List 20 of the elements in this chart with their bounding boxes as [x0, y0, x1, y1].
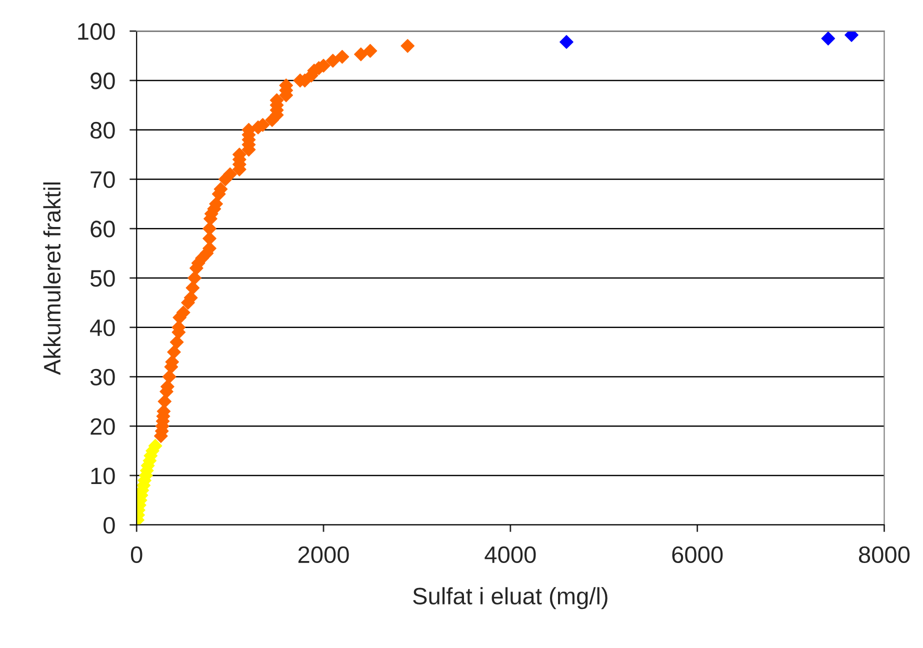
y-tick-label: 70 — [90, 171, 115, 188]
y-tick-label: 50 — [90, 270, 115, 287]
x-tick-label: 8000 — [859, 546, 910, 564]
y-tick-label: 100 — [78, 23, 115, 40]
y-tick-label: 40 — [90, 319, 115, 336]
x-tick-label: 6000 — [672, 546, 723, 564]
y-tick-label: 90 — [90, 72, 115, 90]
y-tick-label: 30 — [90, 368, 115, 386]
x-tick-label: 4000 — [484, 546, 536, 564]
y-tick-label: 80 — [90, 122, 115, 139]
y-tick-label: 10 — [91, 468, 115, 484]
y-axis-title: Akkumuleret fraktil — [43, 182, 61, 376]
point — [560, 35, 574, 49]
point — [821, 32, 836, 46]
x-tick-label: 2000 — [298, 546, 349, 564]
y-tick-label: 60 — [90, 220, 115, 238]
y-tick-label: 0 — [104, 516, 115, 534]
x-axis-title: Sulfat i eluat (mg/l) — [413, 587, 608, 610]
y-tick-label: 20 — [90, 418, 115, 435]
x-tick-label: 0 — [130, 546, 142, 564]
